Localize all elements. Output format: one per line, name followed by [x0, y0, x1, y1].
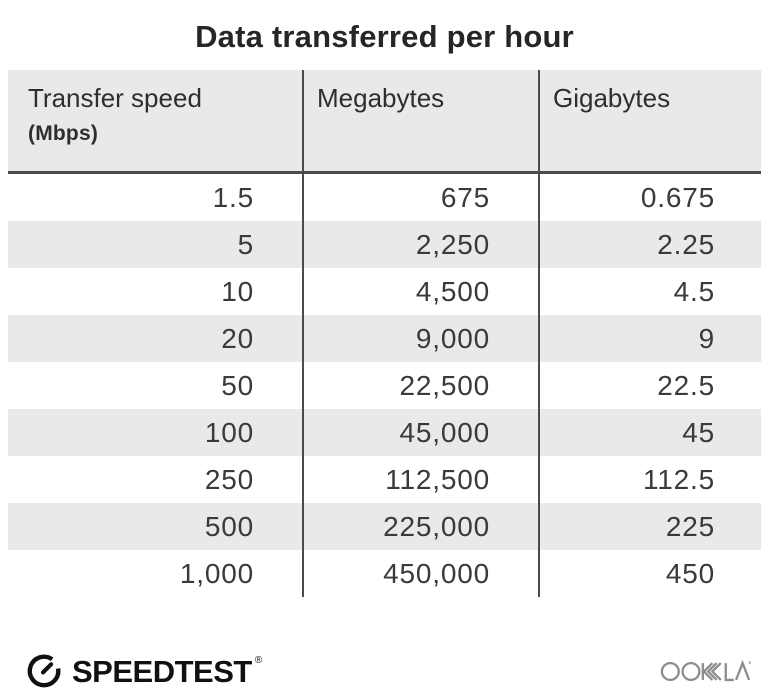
cell-megabytes: 450,000 [302, 550, 539, 597]
table-row: 100 45,000 45 [8, 409, 761, 456]
cell-speed: 5 [237, 228, 254, 260]
cell-megabytes: 225,000 [302, 503, 539, 550]
ookla-wordmark-icon [660, 657, 751, 688]
cell-speed: 10 [221, 275, 254, 307]
cell-speed: 100 [204, 416, 254, 448]
cell-megabytes: 22,500 [302, 362, 539, 409]
cell-gigabytes: 225 [538, 503, 761, 550]
cell-gigabytes: 112.5 [538, 456, 761, 503]
table-row: 1.5 675 0.675 [8, 172, 761, 221]
cell-speed: 250 [204, 463, 254, 495]
cell-megabytes: 675 [302, 172, 539, 221]
cell-gigabytes: 2.25 [538, 221, 761, 268]
data-table: Transfer speed (Mbps) Megabytes Gigabyte… [8, 70, 761, 597]
cell-gigabytes: 450 [538, 550, 761, 597]
table-header: Transfer speed (Mbps) Megabytes Gigabyte… [8, 70, 761, 174]
cell-speed: 1.5 [212, 181, 254, 213]
data-table-container: Transfer speed (Mbps) Megabytes Gigabyte… [8, 70, 761, 597]
cell-speed: 50 [221, 369, 254, 401]
header-row: Transfer speed (Mbps) Megabytes Gigabyte… [8, 70, 761, 174]
speedtest-wordmark: SPEEDTEST [72, 654, 252, 689]
cell-megabytes: 4,500 [302, 268, 539, 315]
cell-gigabytes: 45 [538, 409, 761, 456]
cell-speed: 20 [221, 322, 254, 354]
cell-speed: 1,000 [179, 557, 254, 589]
ookla-logo: OOKLA [660, 657, 751, 688]
cell-gigabytes: 22.5 [538, 362, 761, 409]
speedtest-gauge-icon [25, 651, 63, 694]
cell-megabytes: 45,000 [302, 409, 539, 456]
page-title: Data transferred per hour [195, 19, 574, 54]
table-row: 1,000 450,000 450 [8, 550, 761, 597]
cell-megabytes: 2,250 [302, 221, 539, 268]
cell-megabytes: 112,500 [302, 456, 539, 503]
cell-gigabytes: 4.5 [538, 268, 761, 315]
col-header-transfer-speed-unit: (Mbps) [28, 122, 99, 145]
table-row: 250 112,500 112.5 [8, 456, 761, 503]
col-header-transfer-speed-label: Transfer speed [28, 83, 202, 113]
speedtest-logo: SPEEDTEST ® [25, 651, 262, 694]
col-header-transfer-speed: Transfer speed (Mbps) [8, 70, 303, 174]
table-row: 50 22,500 22.5 [8, 362, 761, 409]
col-header-gigabytes: Gigabytes [538, 70, 761, 174]
cell-megabytes: 9,000 [302, 315, 539, 362]
cell-gigabytes: 9 [538, 315, 761, 362]
table-row: 20 9,000 9 [8, 315, 761, 362]
footer: SPEEDTEST ® OOKLA [25, 652, 751, 692]
table-row: 500 225,000 225 [8, 503, 761, 550]
table-body: 1.5 675 0.675 5 2,250 2.25 10 4,500 4.5 … [8, 172, 761, 597]
cell-gigabytes: 0.675 [538, 172, 761, 221]
table-row: 10 4,500 4.5 [8, 268, 761, 315]
registered-trademark-mark: ® [254, 654, 263, 666]
col-header-megabytes: Megabytes [302, 70, 539, 174]
cell-speed: 500 [204, 510, 254, 542]
table-row: 5 2,250 2.25 [8, 221, 761, 268]
